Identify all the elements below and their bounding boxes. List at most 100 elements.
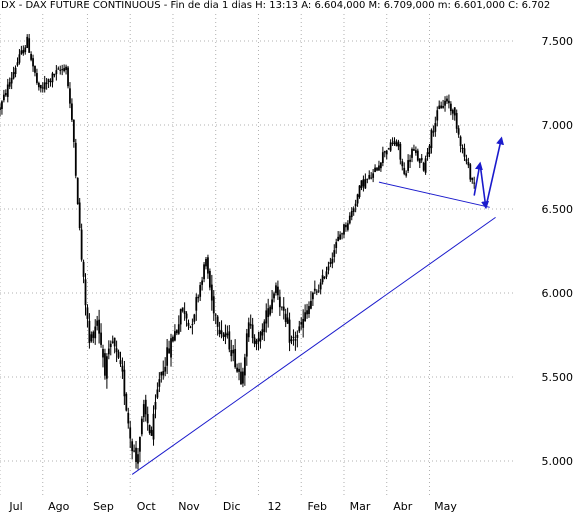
price-bar [228,325,231,353]
price-bar [72,119,75,148]
price-bar [308,301,310,318]
price-bar [391,137,394,146]
price-bar [290,335,293,345]
price-bar [24,44,27,55]
price-bar [199,281,202,302]
y-axis-labels: 7.500 7.000 6.500 6.000 5.500 5.000 [542,35,574,468]
price-bar [397,139,400,151]
price-bar [444,96,446,112]
price-bar [65,64,67,75]
price-bar [401,158,404,171]
price-bar [74,138,77,179]
price-bar [292,329,295,346]
price-bar [315,289,318,296]
price-bar [8,77,11,90]
price-bar [280,306,283,311]
price-bar [436,106,439,127]
price-bar [111,335,114,344]
price-bar [214,313,217,325]
price-bar [302,309,305,338]
price-bar [311,291,314,306]
price-bar [47,78,50,89]
x-tick-label: Jul [8,500,22,513]
price-bar [261,323,264,340]
x-tick-label: May [434,500,457,513]
price-bar [364,173,367,190]
price-bar [325,266,328,280]
price-bar [104,348,106,380]
price-bar [430,128,433,154]
price-bar [113,337,116,354]
price-bar [298,320,301,334]
price-bar [105,353,108,389]
price-bar [181,307,184,313]
price-bar [306,303,308,319]
price-bar [201,276,204,291]
price-bar [174,324,176,342]
price-bar [16,57,19,67]
price-bar [0,103,1,117]
price-bars-layer [0,33,476,470]
price-bar [253,334,256,348]
price-bar [403,162,406,176]
price-bar [88,313,91,349]
price-bar [166,338,169,374]
y-tick-label: 5.000 [542,455,574,468]
price-bar [393,137,396,146]
price-bar [230,339,233,362]
price-bar [6,78,9,103]
price-bar [69,82,71,109]
x-axis-labels: Jul Ago Sep Oct Nov Dic 12 Feb Mar Abr May [8,500,457,513]
price-bar [28,33,31,53]
price-bar [92,330,95,344]
price-bar [175,329,178,336]
price-bar [333,244,336,263]
price-bar [267,298,270,328]
price-bar [172,335,174,343]
price-bar [465,154,468,165]
price-bar [222,332,225,341]
price-bar [251,317,254,344]
price-bar [346,220,349,232]
price-bar [102,344,104,368]
price-bar [348,212,351,225]
price-bar [352,206,355,216]
price-bar [438,100,441,110]
price-bar [20,45,23,55]
price-bar [343,223,345,238]
x-tick-label: Mar [350,500,371,513]
price-bar [142,399,145,423]
price-bar [304,304,307,322]
x-tick-label: Oct [137,500,157,513]
price-bar [414,146,417,156]
price-bar [432,125,435,137]
price-bar [37,81,40,91]
price-bar [125,392,128,412]
price-bar [140,416,143,437]
price-bar [26,34,29,49]
price-bar [234,339,237,369]
price-bar [49,78,52,87]
price-bar [14,65,17,78]
price-bar [411,147,413,163]
x-tick-label: Abr [393,500,413,513]
price-bar [82,259,85,284]
price-bar [354,199,357,213]
price-bar [232,344,235,362]
price-bar [10,71,13,90]
price-bar [275,282,277,296]
price-bar [467,157,470,169]
price-bar [107,340,110,360]
price-bar [459,135,462,153]
grid-layer [0,14,515,495]
price-bar [109,340,112,356]
price-bar [129,420,132,449]
price-bar [463,143,466,161]
price-bar [339,231,341,240]
price-bar [22,45,25,56]
price-bar [189,325,192,329]
price-bar [193,313,196,325]
price-bar [269,304,272,317]
price-bar [34,65,36,77]
